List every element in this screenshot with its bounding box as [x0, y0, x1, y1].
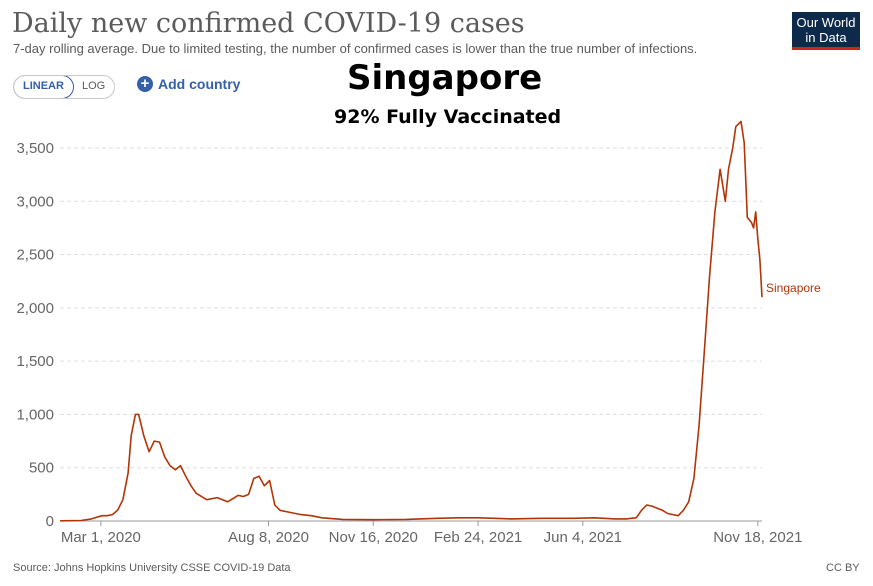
series-layer: Singapore: [59, 120, 821, 522]
plus-circle-icon: +: [137, 76, 153, 92]
log-scale-button[interactable]: LOG: [81, 80, 106, 92]
y-tick-label: 500: [29, 460, 54, 477]
license-link[interactable]: CC BY: [826, 562, 860, 574]
scale-toggle: LINEAR LOG: [13, 75, 116, 99]
logo-line-2: in Data: [805, 30, 847, 45]
y-tick-label: 1,500: [16, 353, 54, 370]
x-tick-label: Nov 18, 2021: [713, 529, 802, 546]
y-tick-label: 2,000: [16, 300, 54, 317]
overlay-subheading: 92% Fully Vaccinated: [334, 106, 562, 128]
source-note: Source: Johns Hopkins University CSSE CO…: [13, 562, 291, 574]
linear-scale-button[interactable]: LINEAR: [14, 76, 74, 98]
y-tick-label: 2,500: [16, 247, 54, 264]
y-tick-label: 3,000: [16, 193, 54, 210]
x-tick-label: Aug 8, 2020: [228, 529, 309, 546]
add-country-label: Add country: [158, 76, 241, 92]
x-tick-label: Mar 1, 2020: [61, 529, 141, 546]
x-tick-label: Jun 4, 2021: [544, 529, 622, 546]
axes: 0 500 1,000 1,500 2,000 2,500 3,000 3,500 Mar 1,…: [16, 140, 802, 546]
chart-subtitle: 7-day rolling average. Due to limited te…: [13, 41, 698, 56]
overlay-heading: Singapore: [347, 58, 543, 98]
series-label-singapore[interactable]: Singapore: [766, 281, 821, 295]
owid-logo[interactable]: Our World in Data: [792, 12, 860, 50]
chart-title: Daily new confirmed COVID-19 cases: [12, 8, 525, 39]
logo-line-1: Our World: [796, 15, 856, 30]
y-tick-label: 0: [46, 513, 54, 530]
add-country-button[interactable]: + Add country: [137, 76, 240, 92]
x-tick-label: Feb 24, 2021: [434, 529, 522, 546]
x-tick-label: Nov 16, 2020: [329, 529, 418, 546]
grid-lines: [60, 147, 762, 469]
y-tick-label: 1,000: [16, 406, 54, 423]
y-tick-label: 3,500: [16, 140, 54, 157]
series-line-singapore[interactable]: [59, 120, 763, 522]
